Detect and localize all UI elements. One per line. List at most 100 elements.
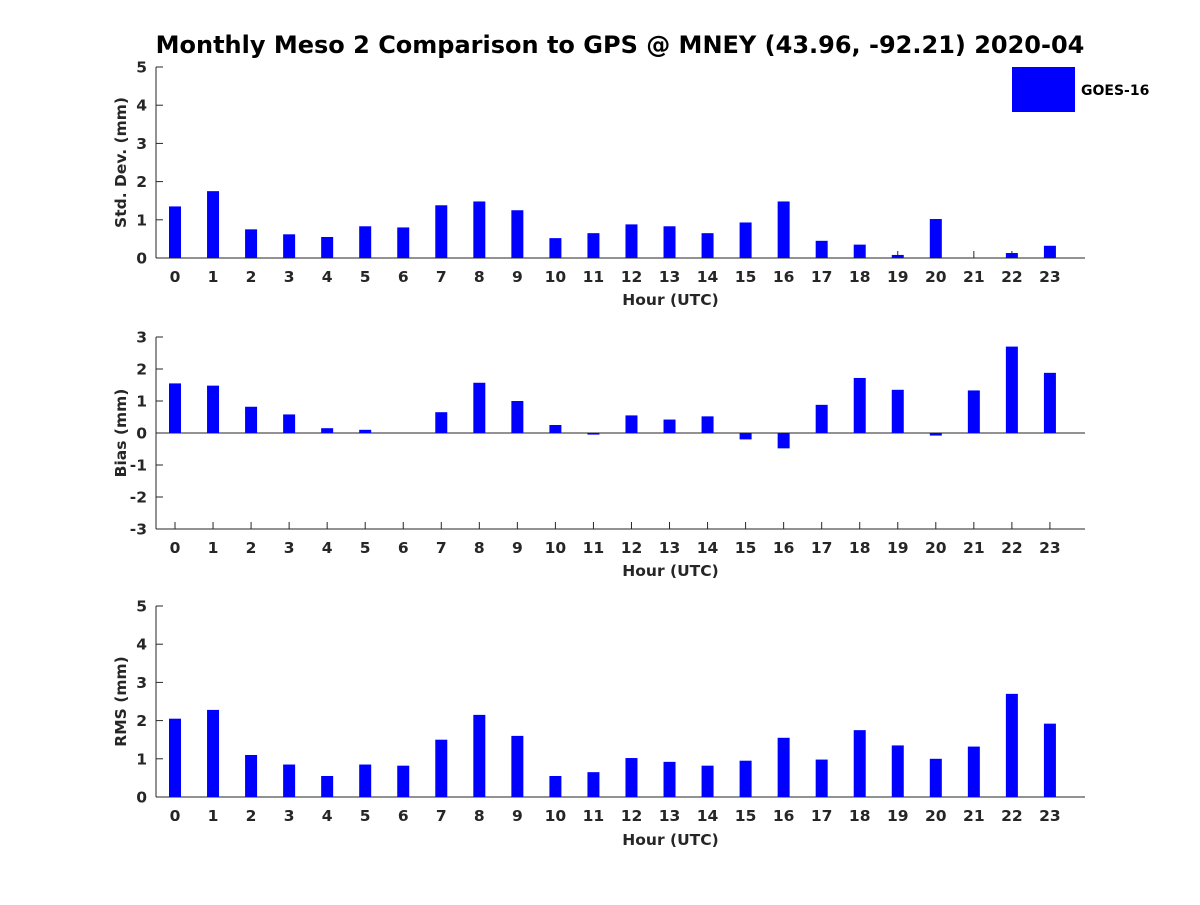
x-tick-label: 7 xyxy=(436,539,447,557)
x-tick-label: 16 xyxy=(773,807,795,825)
x-tick-label: 9 xyxy=(512,268,523,286)
x-tick-label: 18 xyxy=(849,268,871,286)
x-tick-label: 19 xyxy=(887,539,909,557)
x-tick-label: 8 xyxy=(474,807,485,825)
x-tick-label: 2 xyxy=(246,268,257,286)
x-tick-label: 2 xyxy=(246,807,257,825)
x-tick-label: 5 xyxy=(360,807,371,825)
x-tick-label: 21 xyxy=(963,539,985,557)
x-tick-label: 12 xyxy=(621,539,643,557)
y-tick-label: 1 xyxy=(136,393,147,411)
x-tick-label: 0 xyxy=(170,539,181,557)
bar-hour-17 xyxy=(815,404,828,433)
x-tick-label: 10 xyxy=(545,807,567,825)
x-tick-label: 19 xyxy=(887,268,909,286)
x-tick-label: 20 xyxy=(925,807,947,825)
bar-hour-3 xyxy=(283,234,296,258)
bar-hour-3 xyxy=(283,414,296,433)
bar-hour-10 xyxy=(549,238,562,258)
bar-hour-20 xyxy=(929,219,942,258)
x-tick-label: 23 xyxy=(1039,539,1061,557)
x-axis-label: Hour (UTC) xyxy=(622,562,718,580)
x-axis-label: Hour (UTC) xyxy=(622,291,718,309)
bar-hour-19 xyxy=(891,389,904,433)
x-tick-label: 1 xyxy=(208,539,219,557)
bar-hour-5 xyxy=(359,764,372,797)
bar-hour-0 xyxy=(169,383,181,433)
x-tick-label: 3 xyxy=(284,268,295,286)
x-tick-label: 11 xyxy=(583,268,605,286)
x-tick-label: 7 xyxy=(436,807,447,825)
bar-hour-22 xyxy=(1005,346,1018,433)
bar-hour-16 xyxy=(777,201,790,258)
bar-hour-14 xyxy=(701,233,714,258)
x-axis-label: Hour (UTC) xyxy=(622,831,718,849)
y-axis-label: RMS (mm) xyxy=(112,656,130,746)
bar-hour-2 xyxy=(245,754,258,797)
x-tick-label: 21 xyxy=(963,268,985,286)
bar-hour-18 xyxy=(853,244,866,258)
y-tick-label: 2 xyxy=(136,361,147,379)
x-tick-label: 6 xyxy=(398,539,409,557)
bar-hour-2 xyxy=(245,406,258,433)
x-tick-label: 0 xyxy=(170,807,181,825)
x-tick-label: 13 xyxy=(659,539,681,557)
x-tick-label: 4 xyxy=(322,807,333,825)
bar-hour-1 xyxy=(207,709,220,797)
x-tick-label: 17 xyxy=(811,268,833,286)
x-tick-label: 17 xyxy=(811,807,833,825)
bar-hour-12 xyxy=(625,758,638,797)
bar-hour-23 xyxy=(1043,245,1056,258)
x-tick-label: 4 xyxy=(322,539,333,557)
bar-hour-11 xyxy=(587,233,600,258)
bar-hour-3 xyxy=(283,764,296,797)
bar-hour-12 xyxy=(625,224,638,258)
bar-hour-9 xyxy=(511,210,524,258)
x-tick-label: 13 xyxy=(659,268,681,286)
bar-hour-9 xyxy=(511,401,524,433)
bar-hour-22 xyxy=(1005,693,1018,797)
bar-hour-14 xyxy=(701,416,714,433)
x-tick-label: 21 xyxy=(963,807,985,825)
y-tick-label: 2 xyxy=(136,173,147,191)
x-tick-label: 22 xyxy=(1001,268,1023,286)
bar-hour-7 xyxy=(435,412,448,433)
bar-hour-8 xyxy=(473,714,486,797)
x-tick-label: 2 xyxy=(246,539,257,557)
bar-hour-7 xyxy=(435,205,448,258)
bar-hour-10 xyxy=(549,775,562,797)
x-tick-label: 22 xyxy=(1001,807,1023,825)
bar-hour-19 xyxy=(891,254,904,258)
x-tick-label: 20 xyxy=(925,539,947,557)
x-tick-label: 20 xyxy=(925,268,947,286)
bar-hour-20 xyxy=(929,433,942,436)
y-tick-label: 1 xyxy=(136,211,147,229)
y-tick-label: 2 xyxy=(136,712,147,730)
bar-hour-2 xyxy=(245,229,258,258)
bar-hour-0 xyxy=(169,718,181,797)
x-tick-label: 6 xyxy=(398,807,409,825)
bar-hour-15 xyxy=(739,433,752,440)
x-tick-label: 8 xyxy=(474,539,485,557)
x-tick-label: 3 xyxy=(284,807,295,825)
bar-hour-23 xyxy=(1043,372,1056,433)
y-tick-label: 3 xyxy=(136,135,147,153)
bar-hour-23 xyxy=(1043,723,1056,797)
x-tick-label: 16 xyxy=(773,539,795,557)
x-tick-label: 5 xyxy=(360,539,371,557)
x-tick-label: 9 xyxy=(512,807,523,825)
legend: GOES-16 xyxy=(1012,67,1149,112)
bar-hour-6 xyxy=(397,765,410,797)
bar-hour-13 xyxy=(663,761,676,797)
x-tick-label: 17 xyxy=(811,539,833,557)
bar-hour-15 xyxy=(739,222,752,258)
y-tick-label: 3 xyxy=(136,674,147,692)
bar-hour-18 xyxy=(853,377,866,433)
bar-hour-5 xyxy=(359,226,372,258)
x-tick-label: 9 xyxy=(512,539,523,557)
x-tick-label: 10 xyxy=(545,539,567,557)
bar-hour-21 xyxy=(967,746,980,797)
